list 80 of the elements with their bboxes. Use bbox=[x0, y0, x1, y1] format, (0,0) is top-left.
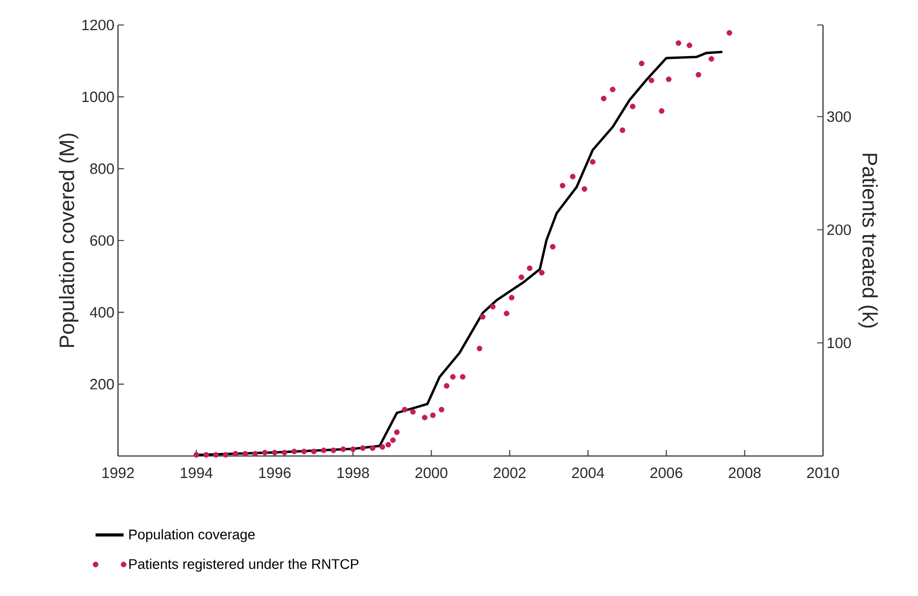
point bbox=[444, 383, 450, 389]
point bbox=[480, 314, 486, 320]
point bbox=[311, 448, 317, 454]
y-axis-title: Population covered (M) bbox=[58, 134, 78, 347]
point bbox=[232, 450, 238, 457]
point bbox=[476, 346, 482, 352]
point bbox=[291, 448, 298, 454]
point bbox=[560, 182, 566, 188]
y-tick-label: 1200 bbox=[82, 20, 114, 30]
point bbox=[213, 452, 219, 458]
point bbox=[550, 244, 556, 250]
x-tick-label: 2002 bbox=[494, 468, 526, 478]
point bbox=[708, 56, 714, 62]
point bbox=[630, 104, 636, 110]
point bbox=[262, 450, 268, 456]
point bbox=[526, 265, 532, 272]
point bbox=[394, 429, 400, 436]
point bbox=[422, 414, 428, 420]
point bbox=[385, 442, 392, 448]
point bbox=[504, 310, 510, 316]
point bbox=[538, 270, 545, 276]
point bbox=[301, 448, 307, 454]
point bbox=[222, 452, 229, 458]
x-tick-label: 2006 bbox=[650, 468, 682, 478]
point bbox=[242, 450, 248, 457]
point bbox=[272, 450, 278, 456]
point bbox=[252, 450, 258, 457]
y-tick-label: 400 bbox=[90, 307, 114, 318]
y-tick-label: 800 bbox=[90, 163, 114, 174]
point bbox=[676, 40, 682, 46]
point bbox=[508, 294, 514, 300]
x-tick-label: 1992 bbox=[102, 468, 134, 478]
point bbox=[438, 406, 444, 412]
x-tick-label: 2004 bbox=[572, 468, 604, 478]
point bbox=[402, 406, 408, 412]
point bbox=[330, 448, 336, 454]
point bbox=[648, 78, 654, 84]
point bbox=[450, 374, 456, 380]
x-tick-label: 1994 bbox=[180, 468, 213, 478]
point bbox=[610, 86, 616, 92]
point bbox=[460, 374, 466, 380]
point bbox=[518, 274, 524, 280]
point bbox=[410, 409, 416, 415]
point bbox=[350, 446, 356, 452]
x-tick-label: 1998 bbox=[338, 468, 369, 478]
point bbox=[620, 127, 626, 133]
legend-label: Patients registered under the RNTCP bbox=[129, 558, 358, 572]
x-tick-label: 2008 bbox=[728, 468, 761, 478]
point bbox=[638, 60, 644, 66]
point bbox=[360, 445, 366, 451]
y-tick-label: 1000 bbox=[82, 92, 114, 102]
legend-label: Population coverage bbox=[129, 529, 255, 542]
point bbox=[380, 444, 386, 450]
point bbox=[490, 304, 496, 310]
point bbox=[658, 108, 664, 114]
point bbox=[590, 159, 596, 165]
y2-axis-title: Patients treated (k) bbox=[858, 154, 878, 328]
y2-tick-label: 300 bbox=[827, 111, 851, 122]
point bbox=[390, 437, 396, 443]
point bbox=[696, 72, 702, 78]
x-tick-label: 1996 bbox=[259, 468, 291, 478]
point bbox=[320, 448, 326, 454]
x-tick-label: 2000 bbox=[415, 468, 448, 478]
point bbox=[570, 174, 576, 180]
point bbox=[430, 412, 436, 418]
y-tick-label: 600 bbox=[90, 235, 114, 246]
point bbox=[686, 42, 692, 48]
point bbox=[282, 450, 288, 456]
x-tick-label: 2010 bbox=[807, 468, 840, 478]
point bbox=[340, 446, 346, 452]
point bbox=[203, 452, 209, 458]
point bbox=[370, 445, 376, 451]
point bbox=[666, 76, 672, 82]
point bbox=[194, 452, 200, 458]
point bbox=[582, 186, 588, 192]
point bbox=[726, 30, 732, 36]
point bbox=[600, 96, 606, 102]
y-tick-label: 200 bbox=[90, 378, 114, 390]
y2-tick-label: 200 bbox=[827, 224, 851, 236]
y2-tick-label: 100 bbox=[828, 338, 851, 348]
